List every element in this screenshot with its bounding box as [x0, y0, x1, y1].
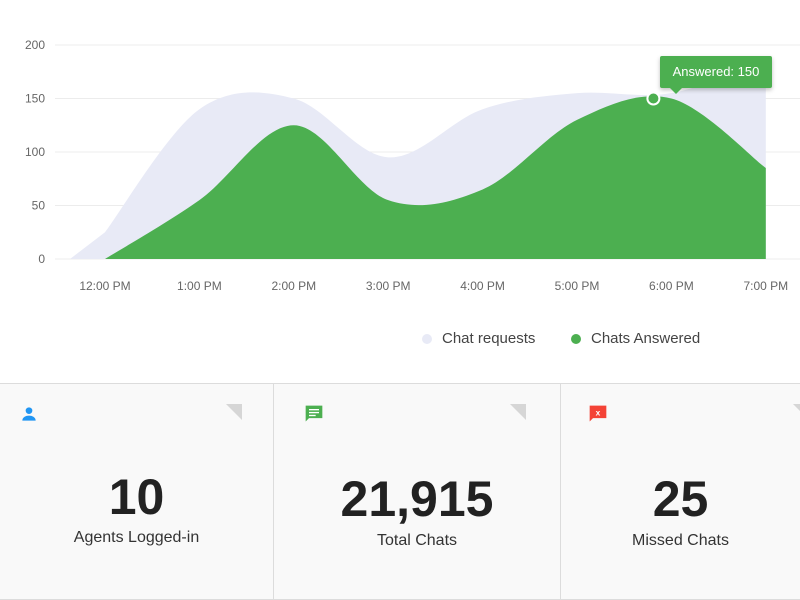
x-tick-label: 12:00 PM [79, 279, 130, 293]
stats-row: 10 Agents Logged-in 21,915 Total Chats x… [0, 383, 800, 600]
stat-card-missed-chats[interactable]: x 25 Missed Chats [561, 384, 800, 599]
area-chart: 0 50 100 150 200 12:00 PM 1:00 PM 2:00 PM 3:00 P… [25, 38, 800, 293]
missed-chat-icon: x [589, 405, 607, 422]
x-tick-label: 5:00 PM [555, 279, 600, 293]
stat-label: Missed Chats [632, 532, 729, 549]
legend-label: Chats Answered [591, 330, 701, 347]
x-tick-label: 7:00 PM [743, 279, 788, 293]
x-tick-label: 1:00 PM [177, 279, 222, 293]
legend-label: Chat requests [442, 330, 536, 347]
corner-fold-icon [793, 404, 800, 420]
stat-label: Agents Logged-in [73, 529, 200, 546]
stat-card-agents[interactable]: 10 Agents Logged-in [0, 384, 274, 599]
person-icon [22, 407, 36, 421]
x-tick-label: 4:00 PM [460, 279, 505, 293]
chart-series [70, 61, 766, 259]
series-area-chats-answered[interactable] [70, 96, 766, 259]
chart-area: 0 50 100 150 200 12:00 PM 1:00 PM 2:00 PM 3:00 P… [25, 38, 800, 293]
legend-dot-icon [422, 333, 432, 344]
legend-item-chats-answered[interactable]: Chats Answered [571, 330, 700, 347]
y-tick-label: 150 [25, 92, 45, 106]
legend-dot-icon [571, 333, 581, 344]
stat-label: Total Chats [376, 532, 458, 549]
legend-item-chat-requests[interactable]: Chat requests [422, 330, 535, 347]
corner-fold-icon [226, 404, 242, 420]
stat-value: 21,915 [340, 471, 494, 527]
x-tick-label: 6:00 PM [649, 279, 694, 293]
stat-value: 25 [652, 471, 709, 527]
y-tick-label: 100 [25, 145, 45, 159]
highlighted-data-point[interactable] [646, 91, 661, 106]
stat-card-total-chats[interactable]: 21,915 Total Chats [274, 384, 561, 599]
chat-icon [305, 405, 323, 422]
stat-value: 10 [108, 469, 165, 525]
axis-labels: 0 50 100 150 200 12:00 PM 1:00 PM 2:00 PM 3:00 P… [25, 38, 788, 293]
y-tick-label: 200 [25, 38, 45, 52]
missed-chat-icon-text: x [596, 408, 601, 418]
chart-tooltip: Answered: 150 [660, 56, 772, 94]
y-tick-label: 50 [32, 199, 46, 213]
x-tick-label: 2:00 PM [271, 279, 316, 293]
x-tick-label: 3:00 PM [366, 279, 411, 293]
y-tick-label: 0 [38, 252, 45, 266]
corner-fold-icon [510, 404, 526, 420]
